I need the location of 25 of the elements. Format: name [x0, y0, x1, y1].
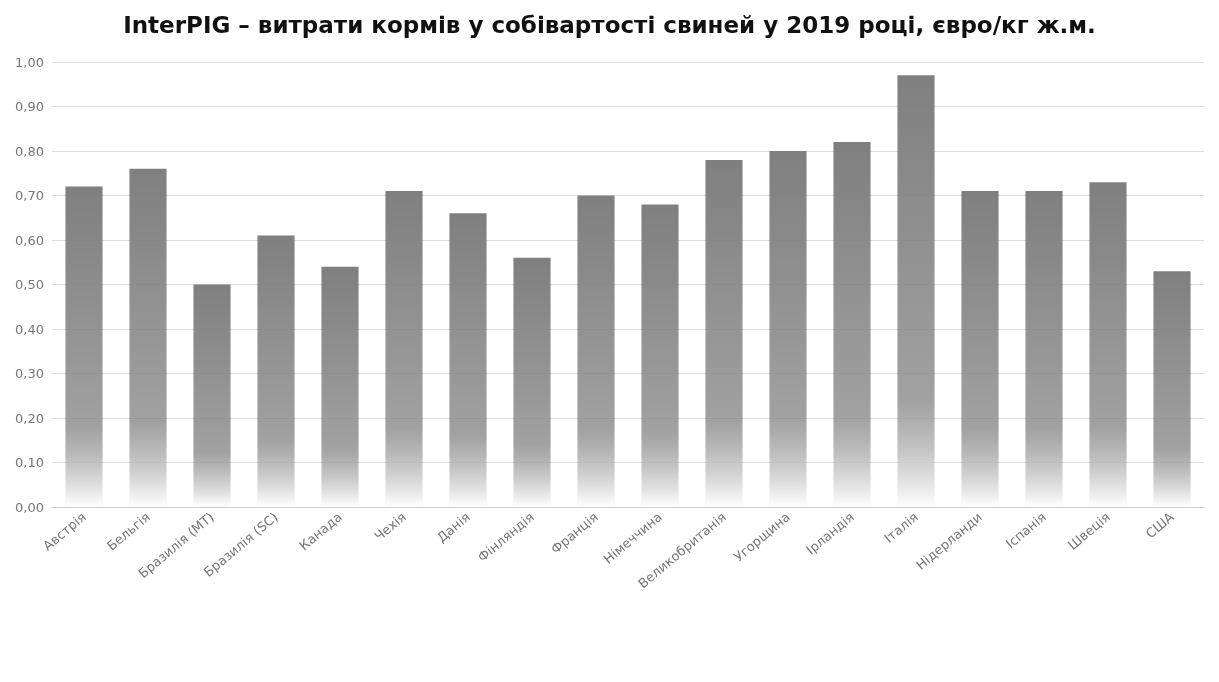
y-tick-label: 0,40 [15, 321, 44, 337]
y-tick-label: 0,90 [15, 99, 44, 114]
bar [641, 204, 679, 507]
bar [257, 235, 295, 507]
bar [1153, 271, 1191, 507]
y-tick-label: 0,10 [15, 455, 44, 470]
y-tick-label: 0,80 [15, 143, 44, 159]
y-tick-label: 0,70 [15, 188, 44, 203]
bar [321, 266, 359, 507]
bar [65, 186, 103, 507]
bar [385, 191, 423, 507]
bar [193, 284, 231, 507]
y-tick-label: 0,50 [15, 277, 44, 292]
bar [961, 191, 999, 507]
bar [1089, 182, 1127, 507]
y-tick-label: 0,20 [15, 410, 44, 426]
bar [1025, 191, 1063, 507]
y-tick-label: 0,00 [15, 499, 44, 515]
bar [513, 257, 551, 507]
y-tick-label: 0,30 [15, 366, 44, 381]
chart-title: InterPIG – витрати кормів у собівартості свиней у 2019 році, євро/кг ж.м. [123, 11, 1096, 38]
y-tick-label: 1,00 [15, 54, 44, 70]
y-tick-label: 0,60 [15, 232, 44, 248]
bar [449, 213, 487, 507]
bar [577, 195, 615, 507]
